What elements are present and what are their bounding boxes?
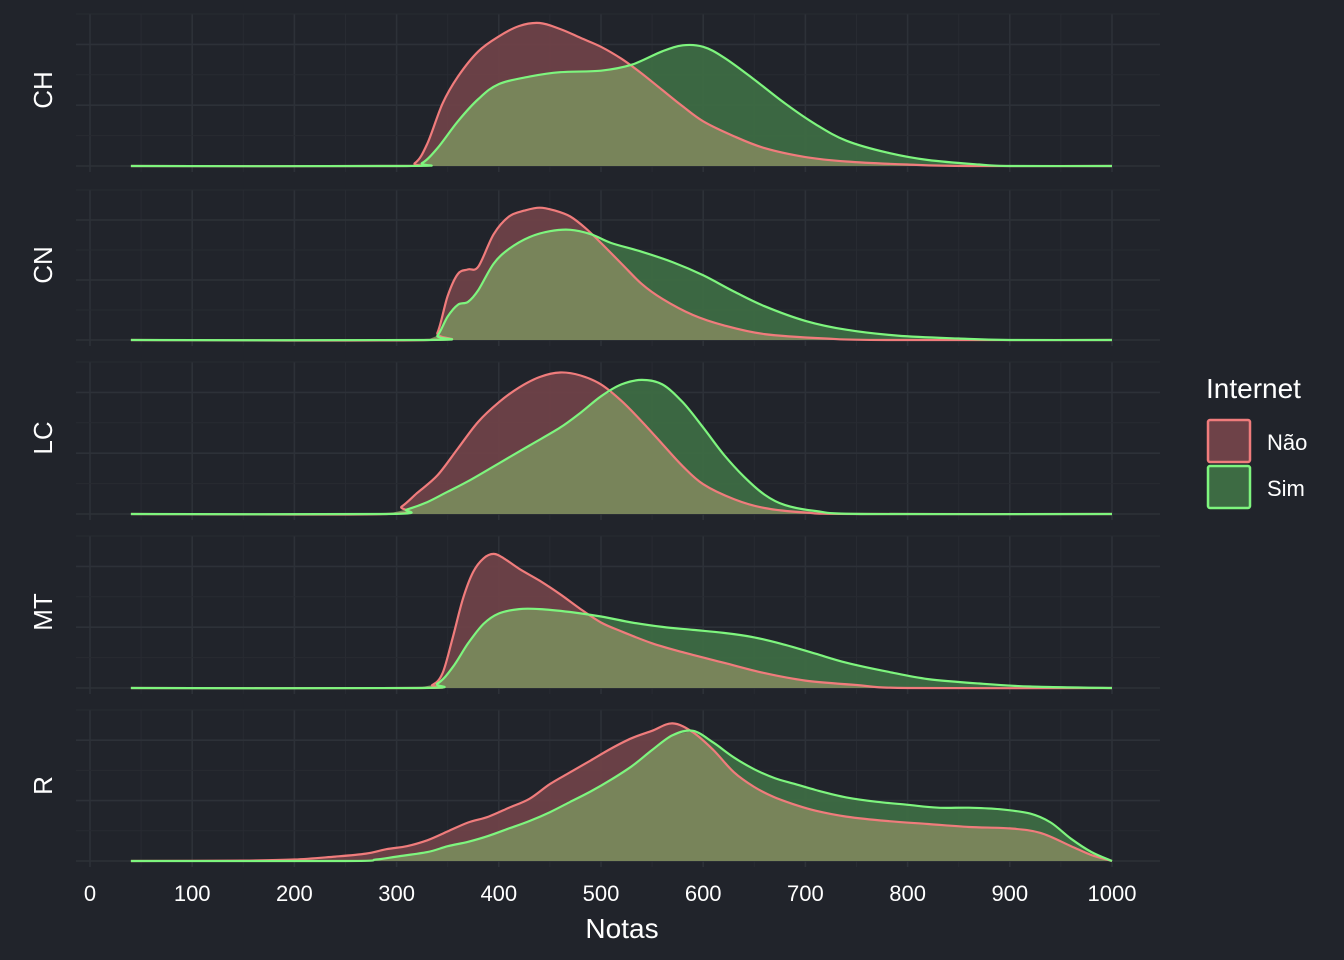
- legend-label-nao: Não: [1267, 430, 1307, 455]
- density-line-nao-cn: [130, 206, 1113, 342]
- density-line-nao-mt: [130, 552, 1113, 690]
- x-tick-label: 0: [84, 881, 96, 906]
- facet-label-ch: CH: [28, 71, 58, 109]
- density-overlap-ch: [130, 65, 1112, 166]
- density-line-nao-lc: [130, 371, 1113, 516]
- facet-label-r: R: [28, 776, 58, 795]
- density-line-sim-r: [130, 729, 1113, 863]
- legend-key-nao: [1206, 418, 1252, 464]
- x-tick-label: 200: [276, 881, 313, 906]
- x-axis: 0 100 200 300 400 500 600 700 800 900 1000: [84, 881, 1137, 906]
- facet-panel-ch: CH: [28, 13, 1160, 172]
- x-tick-label: 900: [991, 881, 1028, 906]
- density-line-sim-lc: [130, 378, 1113, 516]
- facet-label-cn: CN: [28, 246, 58, 284]
- density-overlap-lc: [130, 392, 1112, 514]
- facet-label-lc: LC: [28, 421, 58, 454]
- x-tick-label: 400: [480, 881, 517, 906]
- legend-key-sim: [1206, 464, 1252, 510]
- x-axis-title: Notas: [585, 913, 658, 944]
- x-tick-label: 300: [378, 881, 415, 906]
- facet-panel-r: R: [28, 709, 1160, 867]
- density-overlap-cn: [130, 229, 1112, 340]
- facet-panels: CH CN LC MT R: [28, 13, 1160, 867]
- density-line-nao-r: [130, 722, 1113, 863]
- legend: Internet Não Sim: [1206, 373, 1307, 510]
- x-tick-label: 500: [583, 881, 620, 906]
- density-line-sim-cn: [130, 228, 1113, 342]
- x-tick-label: 700: [787, 881, 824, 906]
- x-tick-label: 1000: [1088, 881, 1137, 906]
- facet-panel-mt: MT: [28, 535, 1160, 694]
- density-line-sim-ch: [130, 43, 1113, 168]
- x-tick-label: 600: [685, 881, 722, 906]
- legend-title: Internet: [1206, 373, 1301, 404]
- x-tick-label: 100: [174, 881, 211, 906]
- x-tick-label: 800: [889, 881, 926, 906]
- density-line-sim-mt: [130, 607, 1113, 690]
- density-line-nao-ch: [130, 21, 1113, 168]
- facet-label-mt: MT: [28, 593, 58, 631]
- facet-panel-cn: CN: [28, 189, 1160, 346]
- legend-label-sim: Sim: [1267, 476, 1305, 501]
- facet-panel-lc: LC: [28, 361, 1160, 520]
- density-overlap-mt: [130, 609, 1112, 688]
- density-overlap-r: [130, 731, 1112, 861]
